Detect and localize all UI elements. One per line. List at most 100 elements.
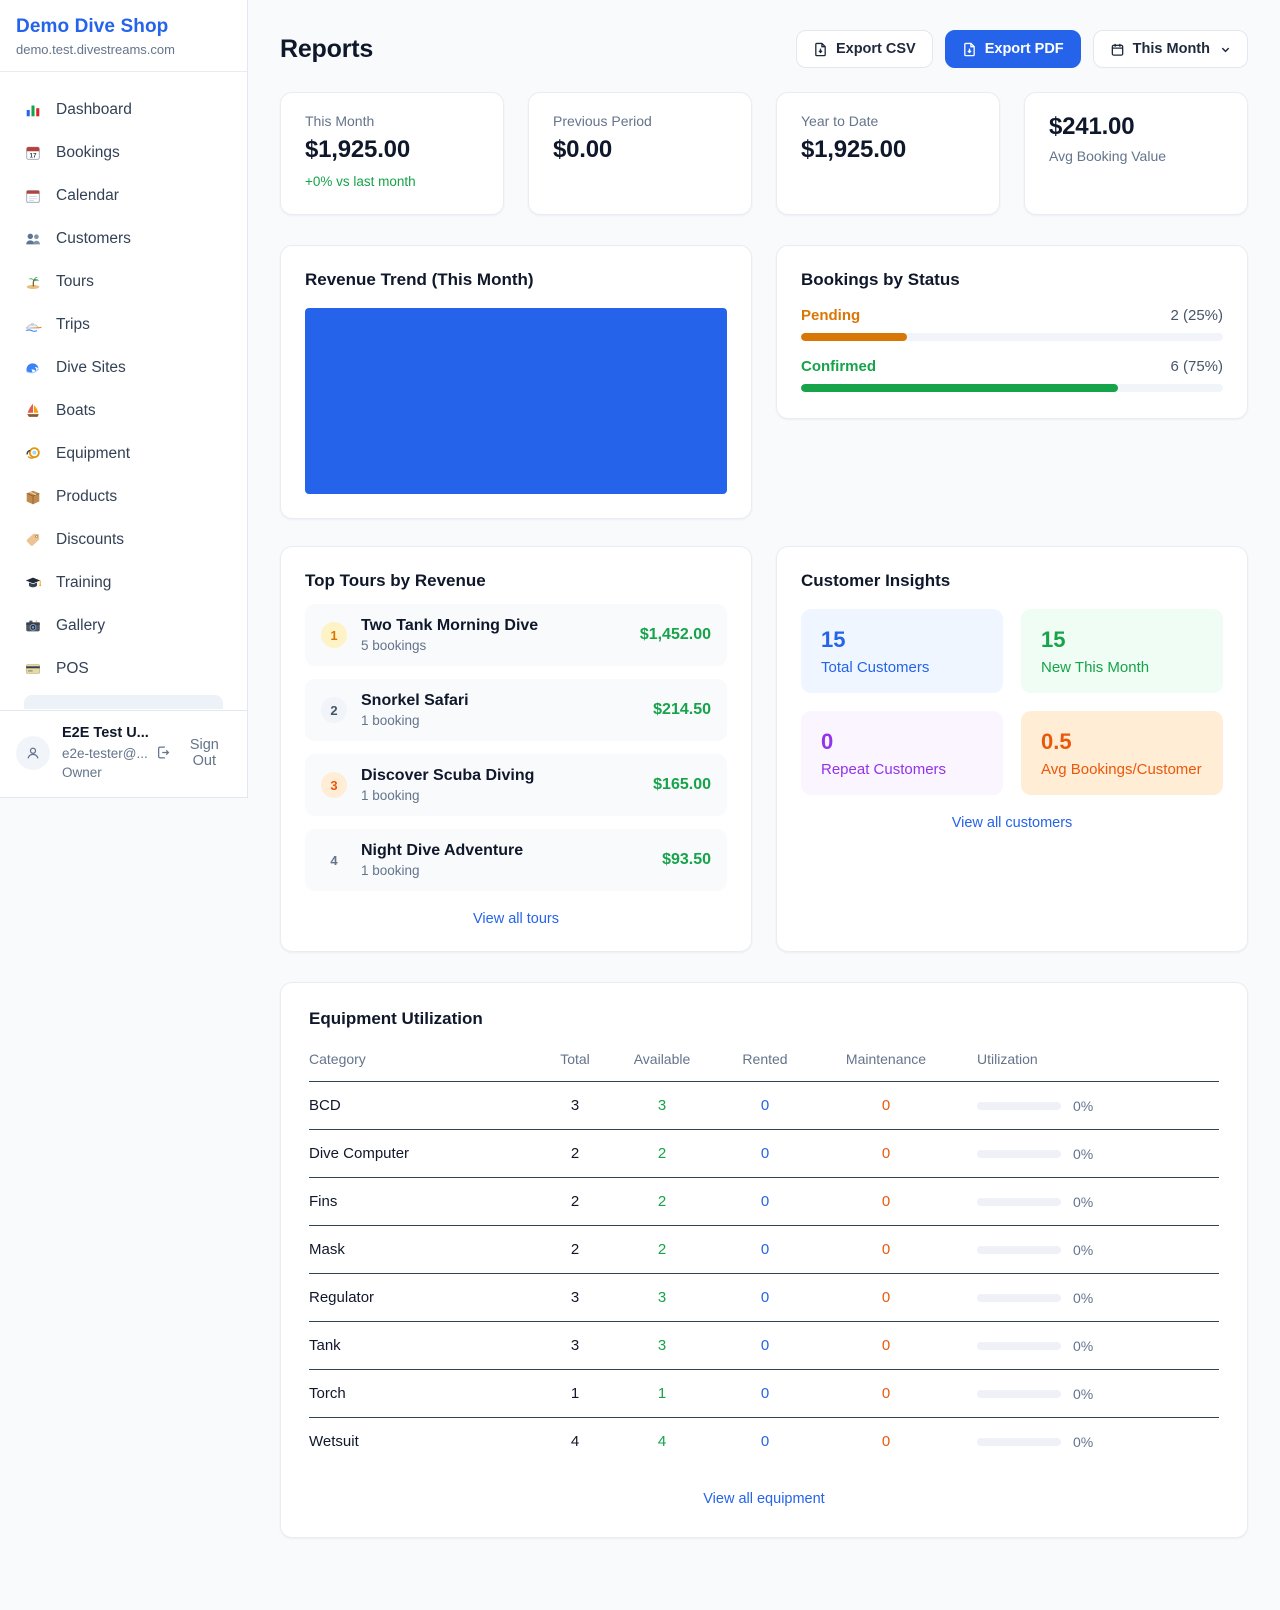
svg-text:17: 17 <box>29 152 37 159</box>
top-tours-card: Top Tours by Revenue 1 Two Tank Morning … <box>280 546 752 952</box>
stat-card-this-month: This Month $1,925.00 +0% vs last month <box>280 92 504 215</box>
progress-fill-pending <box>801 333 907 341</box>
tour-bookings: 1 booking <box>361 788 420 803</box>
stat-value: $1,925.00 <box>801 136 906 163</box>
tour-name: Discover Scuba Diving <box>361 767 535 784</box>
utilization-meter: 0% <box>977 1386 1219 1402</box>
stat-value: $0.00 <box>553 136 613 163</box>
tour-row: 4 Night Dive Adventure 1 booking $93.50 <box>305 829 727 891</box>
view-all-customers-link[interactable]: View all customers <box>951 815 1073 831</box>
utilization-meter: 0% <box>977 1338 1219 1354</box>
stat-card-previous-period: Previous Period $0.00 <box>528 92 752 215</box>
sidebar-item-calendar[interactable]: Calendar <box>12 174 235 217</box>
sidebar-item-discounts[interactable]: Discounts <box>12 518 235 561</box>
tile-avg-bookings-customer: 0.5 Avg Bookings/Customer <box>1021 711 1223 795</box>
sidebar-item-pos[interactable]: POS <box>12 647 235 690</box>
sidebar-item-training[interactable]: Training <box>12 561 235 604</box>
utilization-percent: 0% <box>1073 1193 1094 1210</box>
tile-value: 0 <box>821 729 834 754</box>
sidebar-item-label: Training <box>56 573 112 591</box>
cell-rented: 0 <box>709 1369 821 1418</box>
user-email: e2e-tester@... <box>62 745 148 761</box>
export-pdf-button[interactable]: Export PDF <box>944 30 1081 68</box>
bookings-by-status-title: Bookings by Status <box>801 270 960 289</box>
export-csv-button[interactable]: Export CSV <box>795 30 933 68</box>
island-icon <box>24 273 42 291</box>
progress-track <box>801 384 1223 392</box>
cell-total: 2 <box>535 1225 615 1274</box>
sidebar-item-dive-sites[interactable]: Dive Sites <box>12 346 235 389</box>
sidebar-item-boats[interactable]: Boats <box>12 389 235 432</box>
cell-maintenance: 0 <box>821 1273 951 1322</box>
partially-visible-nav-item[interactable] <box>24 695 223 709</box>
equipment-table: Category Total Available Rented Maintena… <box>309 1043 1219 1465</box>
cell-rented: 0 <box>760 1433 770 1450</box>
chevron-down-icon <box>1221 47 1230 52</box>
period-dropdown[interactable]: This Month <box>1092 30 1248 68</box>
cell-maintenance: 0 <box>881 1433 891 1450</box>
revenue-trend-title: Revenue Trend (This Month) <box>305 270 534 289</box>
tile-value: 15 <box>1041 627 1066 652</box>
bookings-by-status-card: Bookings by Status Pending 2 (25%) Confi… <box>776 245 1248 419</box>
stat-label: Previous Period <box>553 113 652 129</box>
main-content: Reports Export CSV Export PDF This Month… <box>248 0 1280 1578</box>
package-icon <box>24 488 42 506</box>
sign-out-button[interactable]: Sign Out <box>156 737 231 769</box>
tag-icon <box>24 531 42 549</box>
status-value: 2 (25%) <box>1170 307 1223 324</box>
utilization-percent: 0% <box>1073 1337 1094 1354</box>
rank-badge: 3 <box>321 772 347 798</box>
utilization-meter: 0% <box>977 1434 1219 1450</box>
equipment-utilization-title: Equipment Utilization <box>309 1009 483 1028</box>
table-row: Dive Computer 2 2 0 0 0% <box>309 1129 1219 1178</box>
sidebar-item-gallery[interactable]: Gallery <box>12 604 235 647</box>
cell-category: Tank <box>309 1321 535 1370</box>
table-row: Fins 2 2 0 0 0% <box>309 1177 1219 1226</box>
utilization-percent: 0% <box>1073 1289 1094 1306</box>
tour-revenue: $214.50 <box>653 701 711 718</box>
sidebar-item-customers[interactable]: Customers <box>12 217 235 260</box>
sidebar-item-label: Bookings <box>56 143 120 161</box>
progress-fill-confirmed <box>801 384 1118 392</box>
view-all-tours-link[interactable]: View all tours <box>473 911 559 927</box>
status-label: Confirmed <box>801 358 876 375</box>
cell-maintenance: 0 <box>821 1321 951 1370</box>
tile-label: Repeat Customers <box>821 761 947 778</box>
stat-label: Year to Date <box>801 113 879 129</box>
customer-insights-card: Customer Insights 15 Total Customers 15 … <box>776 546 1248 952</box>
top-tours-title: Top Tours by Revenue <box>305 571 486 590</box>
insight-grid: 15 Total Customers 15 New This Month 0 R… <box>801 609 1223 795</box>
tour-revenue: $165.00 <box>653 776 711 793</box>
stat-value: $241.00 <box>1049 113 1135 140</box>
status-row-pending: Pending 2 (25%) <box>801 307 1223 341</box>
cell-rented: 0 <box>709 1177 821 1226</box>
cell-maintenance: 0 <box>821 1129 951 1178</box>
tour-bookings: 1 booking <box>361 863 420 878</box>
sidebar-item-label: Dive Sites <box>56 358 126 376</box>
tour-name: Two Tank Morning Dive <box>361 617 539 634</box>
header-actions: Export CSV Export PDF This Month <box>795 30 1248 68</box>
customer-insights-title: Customer Insights <box>801 571 951 590</box>
utilization-meter: 0% <box>977 1194 1219 1210</box>
sidebar-item-dashboard[interactable]: Dashboard <box>12 88 235 131</box>
sidebar-item-bookings[interactable]: 17 Bookings <box>12 131 235 174</box>
file-download-icon <box>815 42 826 56</box>
cell-total: 1 <box>535 1369 615 1418</box>
utilization-percent: 0% <box>1073 1241 1094 1258</box>
shop-domain: demo.test.divestreams.com <box>16 42 175 57</box>
utilization-meter: 0% <box>977 1098 1219 1114</box>
status-row-confirmed: Confirmed 6 (75%) <box>801 358 1223 392</box>
cell-category: Regulator <box>309 1273 535 1322</box>
person-icon <box>27 747 39 759</box>
page-header: Reports Export CSV Export PDF This Month <box>280 30 1248 68</box>
cell-category: Fins <box>309 1177 535 1226</box>
utilization-meter: 0% <box>977 1290 1219 1306</box>
column-header-maintenance: Maintenance <box>821 1043 951 1082</box>
sidebar-item-label: POS <box>56 659 89 677</box>
tour-row: 1 Two Tank Morning Dive 5 bookings $1,45… <box>305 604 727 666</box>
view-all-equipment-link[interactable]: View all equipment <box>703 1491 825 1507</box>
sidebar-item-trips[interactable]: Trips <box>12 303 235 346</box>
sidebar-item-products[interactable]: Products <box>12 475 235 518</box>
sidebar-item-equipment[interactable]: Equipment <box>12 432 235 475</box>
sidebar-item-tours[interactable]: Tours <box>12 260 235 303</box>
